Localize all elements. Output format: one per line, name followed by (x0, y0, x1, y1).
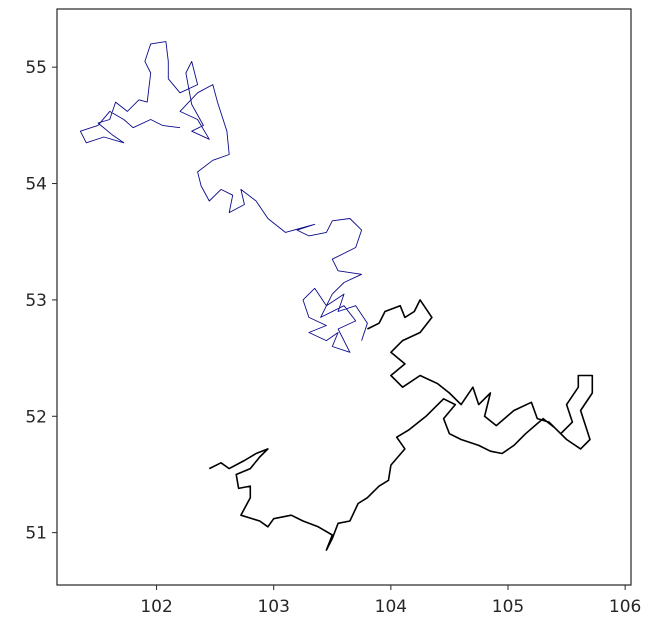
series-line-1 (208, 299, 594, 551)
x-tick-label: 104 (375, 597, 407, 617)
series-line-0 (79, 41, 368, 353)
y-tick-label: 55 (25, 58, 47, 78)
y-tick-label: 53 (25, 291, 47, 311)
x-tick-label: 106 (609, 597, 641, 617)
y-axis: 51 52 53 54 55 (25, 58, 57, 544)
y-tick-label: 51 (25, 524, 47, 544)
x-tick-label: 105 (492, 597, 524, 617)
y-tick-label: 54 (25, 175, 47, 195)
plot-frame (56, 8, 632, 586)
x-tick-label: 103 (257, 597, 289, 617)
y-tick-label: 52 (25, 407, 47, 427)
plot-lines (79, 41, 594, 551)
x-tick-label: 102 (140, 597, 172, 617)
x-axis: 102 103 104 105 106 (140, 585, 641, 617)
